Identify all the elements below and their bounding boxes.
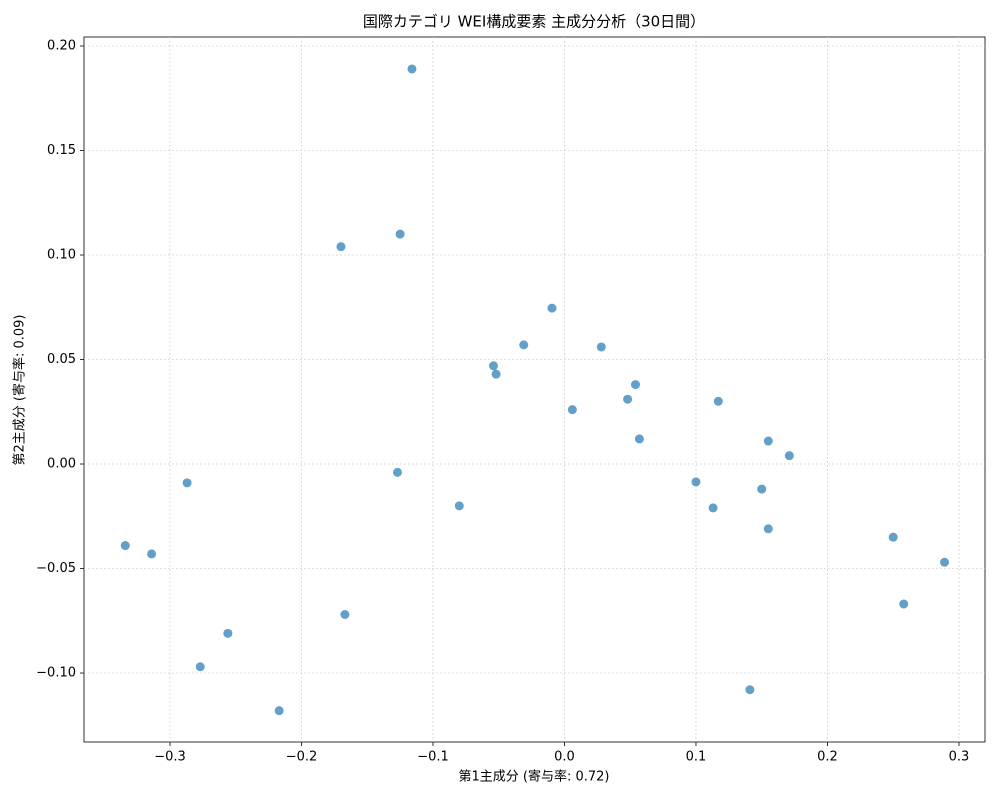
x-tick-label: −0.3 bbox=[154, 750, 186, 765]
point bbox=[691, 477, 701, 487]
point bbox=[274, 706, 284, 716]
point bbox=[195, 662, 205, 672]
point bbox=[488, 361, 498, 371]
point bbox=[713, 396, 723, 406]
point bbox=[147, 549, 157, 559]
point bbox=[630, 380, 640, 390]
point bbox=[567, 405, 577, 415]
point bbox=[223, 628, 233, 638]
point bbox=[763, 436, 773, 446]
y-axis-label: 第2主成分 (寄与率: 0.09) bbox=[12, 314, 28, 465]
point bbox=[784, 451, 794, 461]
x-tick-label: 0.1 bbox=[686, 750, 707, 765]
point bbox=[454, 501, 464, 511]
chart-title: 国際カテゴリ WEI構成要素 主成分分析（30日間） bbox=[363, 13, 705, 31]
point bbox=[763, 524, 773, 534]
point bbox=[336, 242, 346, 252]
point bbox=[340, 610, 350, 620]
point bbox=[745, 685, 755, 695]
point bbox=[757, 484, 767, 494]
point bbox=[596, 342, 606, 352]
point bbox=[888, 532, 898, 542]
y-tick-label: 0.00 bbox=[47, 457, 76, 472]
point bbox=[547, 303, 557, 313]
point bbox=[519, 340, 529, 350]
point bbox=[392, 467, 402, 477]
y-tick-label: 0.15 bbox=[47, 143, 76, 158]
y-tick-label: 0.10 bbox=[47, 248, 76, 263]
point bbox=[899, 599, 909, 609]
x-tick-label: −0.2 bbox=[286, 750, 318, 765]
point bbox=[708, 503, 718, 513]
point bbox=[634, 434, 644, 444]
point bbox=[623, 394, 633, 404]
point bbox=[182, 478, 192, 488]
y-tick-label: 0.20 bbox=[47, 38, 76, 53]
x-axis-label: 第1主成分 (寄与率: 0.72) bbox=[458, 769, 609, 785]
point bbox=[407, 64, 417, 74]
y-tick-label: −0.05 bbox=[36, 561, 76, 576]
x-tick-label: 0.3 bbox=[949, 750, 970, 765]
x-tick-label: −0.1 bbox=[417, 750, 449, 765]
point bbox=[395, 229, 405, 239]
y-tick-label: −0.10 bbox=[36, 666, 76, 681]
point bbox=[939, 557, 949, 567]
y-tick-label: 0.05 bbox=[47, 352, 76, 367]
x-tick-label: 0.0 bbox=[554, 750, 575, 765]
plot-frame bbox=[83, 36, 986, 743]
x-tick-label: 0.2 bbox=[817, 750, 838, 765]
point bbox=[120, 541, 130, 551]
point bbox=[491, 369, 501, 379]
